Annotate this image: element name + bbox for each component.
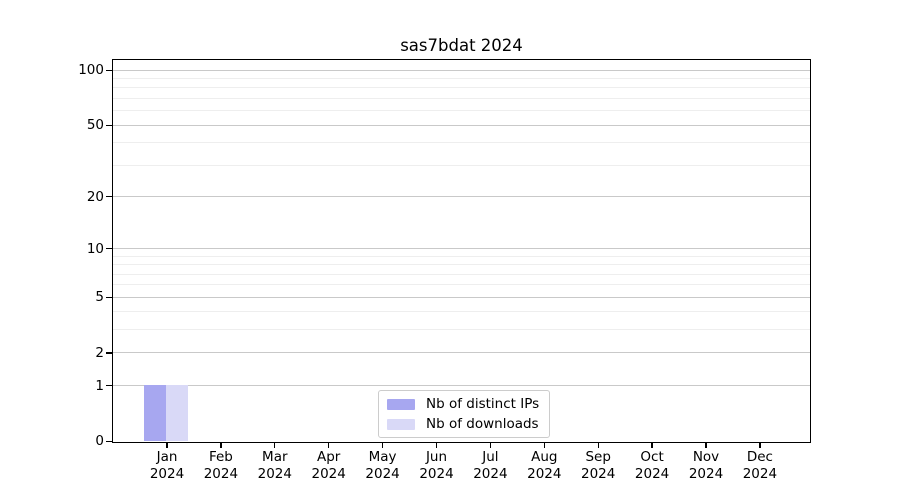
minor-gridline — [113, 273, 810, 275]
legend: Nb of distinct IPs Nb of downloads — [378, 390, 551, 438]
y-tick-mark — [106, 247, 112, 250]
x-tick-label: Oct 2024 — [634, 449, 670, 482]
y-tick-label: 10 — [86, 240, 104, 257]
y-tick-mark — [106, 352, 112, 354]
minor-gridline — [113, 255, 810, 257]
legend-label: Nb of downloads — [426, 416, 539, 432]
x-tick-label: Mar 2024 — [257, 449, 292, 482]
x-tick-mark — [435, 443, 438, 448]
major-gridline — [113, 248, 810, 249]
minor-gridline — [113, 284, 810, 286]
x-tick-mark — [489, 443, 492, 448]
y-tick-mark — [106, 195, 112, 198]
major-gridline — [113, 124, 810, 126]
minor-gridline — [113, 87, 810, 89]
x-tick-label: Jul 2024 — [473, 449, 508, 482]
legend-entry: Nb of distinct IPs — [387, 396, 539, 412]
minor-gridline — [113, 329, 810, 331]
minor-gridline — [113, 98, 810, 100]
y-tick-label: 100 — [78, 62, 104, 79]
x-tick-label: Sep 2024 — [581, 449, 616, 482]
x-tick-mark — [651, 443, 653, 448]
minor-gridline — [113, 264, 810, 266]
x-tick-label: May 2024 — [365, 449, 400, 482]
y-tick-label: 5 — [95, 289, 104, 306]
y-tick-label: 2 — [95, 345, 104, 362]
y-tick-label: 50 — [86, 117, 104, 134]
x-tick-label: Feb 2024 — [203, 449, 239, 482]
y-tick-label: 20 — [86, 188, 104, 205]
x-tick-label: Jun 2024 — [419, 449, 454, 482]
x-tick-mark — [220, 443, 222, 448]
y-tick-label: 0 — [95, 433, 104, 450]
y-tick-mark — [106, 296, 112, 299]
major-gridline — [113, 385, 810, 387]
minor-gridline — [113, 78, 810, 80]
x-tick-label: Apr 2024 — [311, 449, 346, 482]
x-tick-mark — [543, 443, 545, 448]
x-tick-label: Jan 2024 — [149, 449, 185, 482]
x-tick-label: Aug 2024 — [527, 449, 562, 482]
major-gridline — [113, 296, 810, 298]
x-tick-label: Nov 2024 — [688, 449, 724, 482]
x-tick-mark — [597, 443, 599, 448]
y-tick-mark — [106, 384, 112, 387]
x-tick-mark — [759, 443, 761, 448]
legend-swatch — [387, 398, 415, 410]
legend-entry: Nb of downloads — [387, 416, 539, 432]
minor-gridline — [113, 142, 810, 144]
x-tick-mark — [705, 443, 707, 448]
x-tick-mark — [274, 443, 276, 448]
bar-distinct-ips — [144, 385, 167, 441]
bar-downloads — [166, 385, 189, 441]
chart-title: sas7bdat 2024 — [400, 36, 523, 55]
minor-gridline — [113, 164, 810, 166]
minor-gridline — [113, 110, 810, 112]
y-tick-mark — [106, 69, 112, 72]
major-gridline — [113, 196, 810, 197]
x-tick-mark — [166, 443, 168, 448]
x-tick-mark — [381, 443, 384, 448]
y-tick-mark — [106, 440, 112, 443]
major-gridline — [113, 69, 810, 71]
x-tick-mark — [328, 443, 330, 448]
minor-gridline — [113, 311, 810, 313]
y-tick-label: 1 — [95, 377, 104, 394]
legend-label: Nb of distinct IPs — [426, 396, 540, 412]
x-tick-label: Dec 2024 — [742, 449, 778, 482]
y-tick-mark — [106, 124, 112, 126]
plot-inner — [113, 60, 810, 442]
plot-area — [112, 59, 811, 443]
major-gridline — [113, 352, 810, 354]
legend-swatch — [387, 418, 415, 430]
